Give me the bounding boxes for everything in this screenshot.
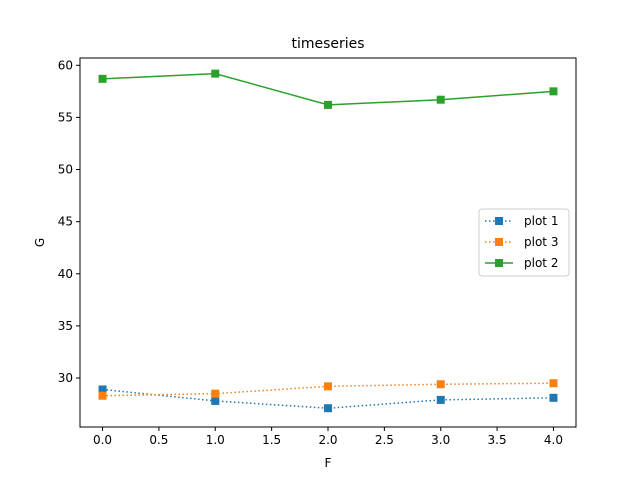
x-tick-label: 4.0 <box>544 433 563 447</box>
data-point-plot-3 <box>98 391 107 400</box>
x-tick-label: 1.5 <box>262 433 281 447</box>
series-line-plot-2 <box>102 72 554 106</box>
x-tick-label: 2.0 <box>318 433 337 447</box>
x-tick-label: 0.5 <box>149 433 168 447</box>
legend-swatch-marker <box>495 217 503 225</box>
data-point-plot-3 <box>436 380 445 389</box>
y-tick-label: 40 <box>58 267 73 281</box>
data-point-plot-1 <box>211 396 220 405</box>
x-tick-label: 0.0 <box>93 433 112 447</box>
y-axis-label: G <box>33 238 47 247</box>
series-line-plot-3 <box>102 382 554 397</box>
data-point-plot-2 <box>436 95 445 104</box>
x-tick-label: 3.5 <box>488 433 507 447</box>
data-point-plot-1 <box>549 393 558 402</box>
data-point-plot-3 <box>324 382 332 391</box>
data-point-plot-2 <box>211 69 220 78</box>
data-point-plot-2 <box>98 74 107 83</box>
y-tick-label: 60 <box>58 58 73 72</box>
legend-label: plot 3 <box>524 235 558 249</box>
legend-label: plot 2 <box>524 256 558 270</box>
x-axis-label: F <box>325 456 332 470</box>
chart-title: timeseries <box>291 36 364 52</box>
data-point-plot-3 <box>549 379 558 388</box>
data-point-plot-1 <box>98 385 107 394</box>
data-point-plot-1 <box>436 395 445 404</box>
data-point-plot-2 <box>324 100 332 109</box>
y-tick-label: 35 <box>58 319 73 333</box>
y-tick-label: 50 <box>58 163 73 177</box>
series-line-plot-1 <box>102 388 554 409</box>
data-point-plot-2 <box>549 87 558 96</box>
x-tick-label: 1.0 <box>206 433 225 447</box>
x-tick-label: 3.0 <box>431 433 450 447</box>
y-tick-label: 30 <box>58 371 73 385</box>
legend-label: plot 1 <box>524 214 558 228</box>
data-point-plot-3 <box>211 389 220 398</box>
legend-swatch-marker <box>495 238 503 246</box>
y-tick-label: 45 <box>58 215 73 229</box>
y-tick-label: 55 <box>58 110 73 124</box>
data-point-plot-1 <box>324 404 332 413</box>
legend-swatch-marker <box>495 259 503 267</box>
x-tick-label: 2.5 <box>375 433 394 447</box>
legend: plot 1 plot 3 plot 2 <box>478 208 570 277</box>
